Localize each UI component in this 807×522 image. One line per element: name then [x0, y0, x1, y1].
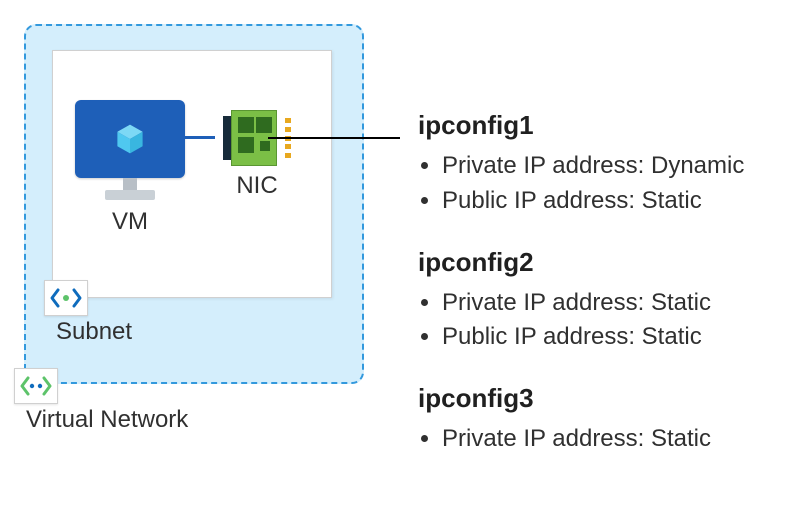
- ipconfig-item: Private IP address: Static: [442, 422, 798, 457]
- ipconfig-block: ipconfig1 Private IP address: Dynamic Pu…: [418, 110, 798, 219]
- ipconfig-items: Private IP address: Static: [442, 422, 798, 457]
- subnet-tag: Subnet: [44, 280, 132, 346]
- vm-stand-base: [105, 190, 155, 200]
- cube-icon: [112, 121, 148, 157]
- vm-monitor-icon: [75, 100, 185, 178]
- nic-chip-square: [260, 141, 270, 151]
- ipconfig-items: Private IP address: Static Public IP add…: [442, 286, 798, 356]
- vm-stand-neck: [123, 178, 137, 190]
- ipconfig-block: ipconfig3 Private IP address: Static: [418, 383, 798, 457]
- ipconfig-items: Private IP address: Dynamic Public IP ad…: [442, 149, 798, 219]
- nic-label: NIC: [212, 172, 302, 200]
- nic-node: NIC: [212, 110, 302, 200]
- ipconfig-item: Public IP address: Static: [442, 184, 798, 219]
- subnet-label: Subnet: [56, 318, 132, 346]
- ipconfig-item: Private IP address: Static: [442, 286, 798, 321]
- ipconfig-block: ipconfig2 Private IP address: Static Pub…: [418, 247, 798, 356]
- ipconfig-title: ipconfig3: [418, 383, 798, 414]
- nic-chip-square: [256, 117, 272, 133]
- vm-nic-wire: [180, 136, 215, 139]
- ipconfig-item: Public IP address: Static: [442, 320, 798, 355]
- vnet-label: Virtual Network: [26, 406, 188, 434]
- ipconfig-item: Private IP address: Dynamic: [442, 149, 798, 184]
- nic-chip-square: [238, 117, 254, 133]
- vnet-icon: [14, 368, 58, 404]
- ipconfig-title: ipconfig2: [418, 247, 798, 278]
- subnet-icon: [44, 280, 88, 316]
- nic-bracket: [223, 116, 231, 160]
- vm-label: VM: [70, 208, 190, 236]
- vm-node: VM: [70, 100, 190, 236]
- nic-chip-square: [238, 137, 254, 153]
- ipconfig-list: ipconfig1 Private IP address: Dynamic Pu…: [418, 110, 798, 485]
- vnet-tag: Virtual Network: [14, 368, 188, 434]
- ipconfig-title: ipconfig1: [418, 110, 798, 141]
- nic-to-text-connector: [268, 137, 400, 139]
